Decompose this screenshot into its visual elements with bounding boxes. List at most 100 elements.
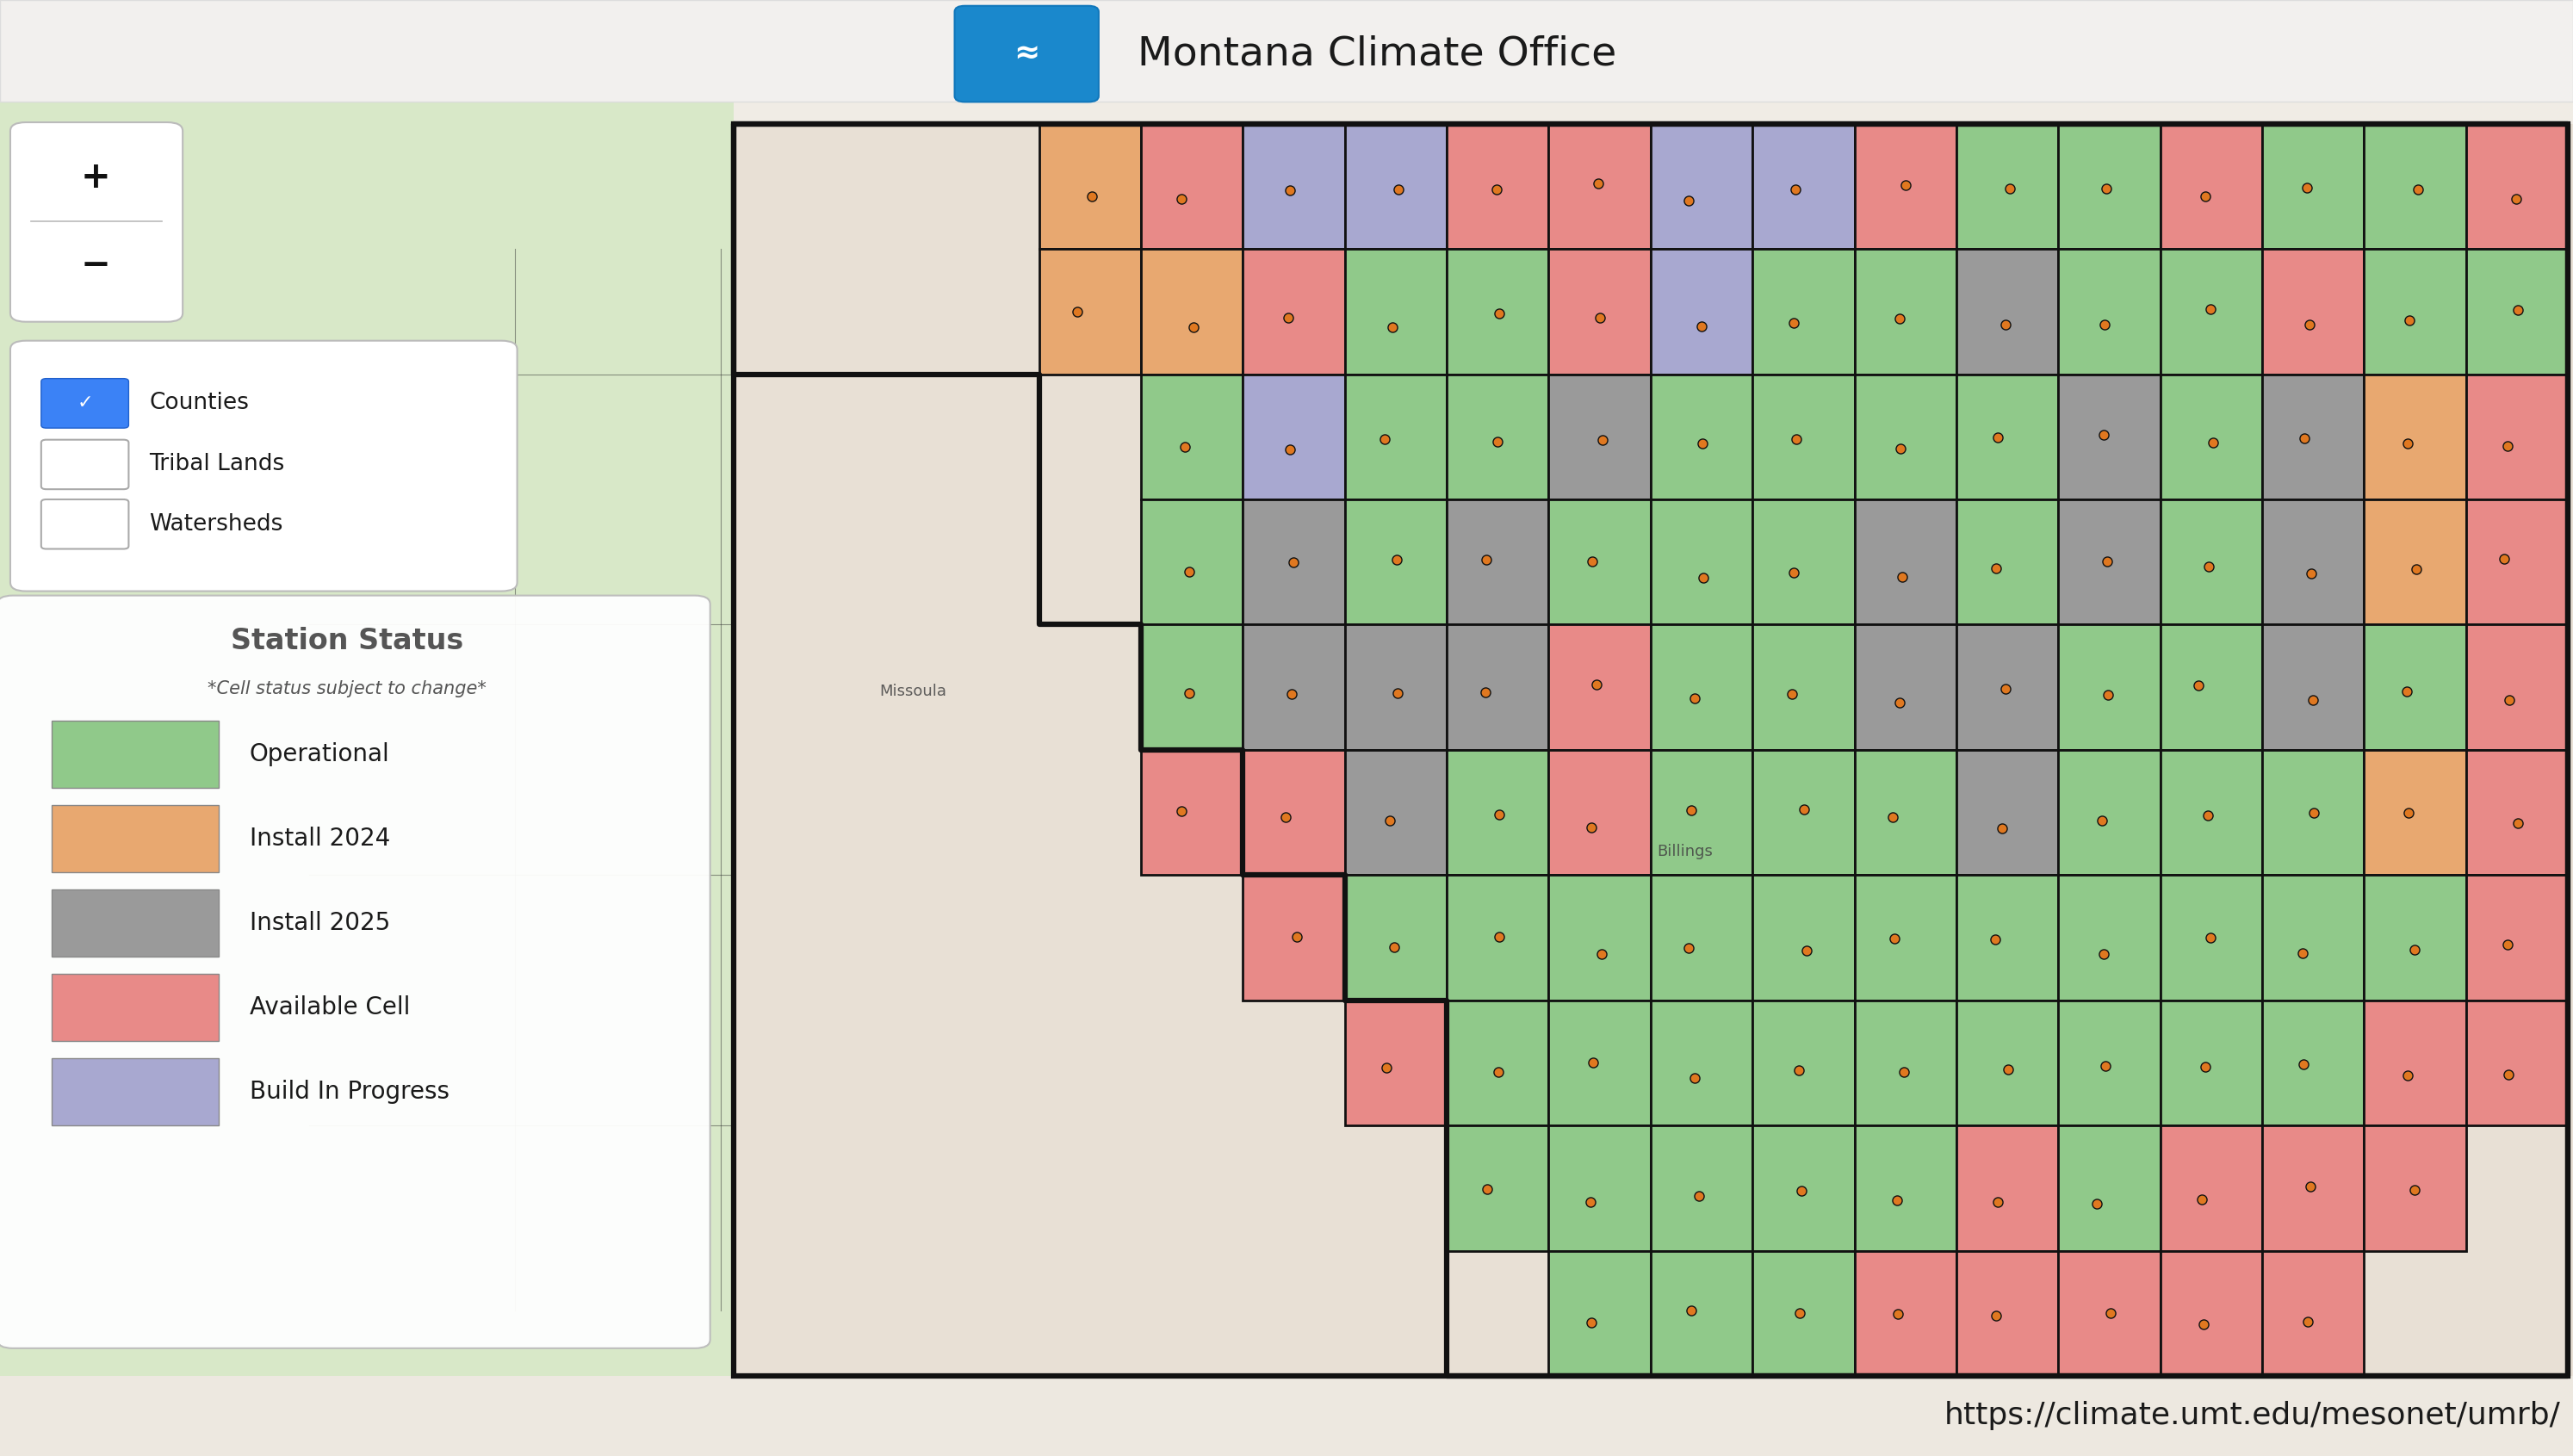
Bar bbox=[1549, 1251, 1652, 1376]
Bar bbox=[1446, 499, 1549, 625]
Bar bbox=[2465, 875, 2568, 1000]
Bar bbox=[2058, 249, 2161, 374]
Bar bbox=[2161, 374, 2262, 499]
Bar bbox=[2262, 124, 2365, 249]
Bar bbox=[1955, 1251, 2058, 1376]
FancyBboxPatch shape bbox=[10, 341, 517, 591]
Bar bbox=[1955, 249, 2058, 374]
Bar bbox=[1652, 374, 1752, 499]
FancyBboxPatch shape bbox=[41, 440, 129, 489]
Bar bbox=[2058, 1251, 2161, 1376]
Bar bbox=[1446, 750, 1549, 875]
Bar bbox=[1855, 875, 1955, 1000]
Bar bbox=[2161, 249, 2262, 374]
Bar bbox=[2161, 1125, 2262, 1251]
Bar bbox=[1955, 1000, 2058, 1125]
Bar bbox=[1243, 750, 1346, 875]
Bar bbox=[1752, 124, 1855, 249]
Bar bbox=[1955, 374, 2058, 499]
Bar bbox=[2161, 1000, 2262, 1125]
Bar bbox=[2365, 1000, 2465, 1125]
Bar bbox=[2465, 249, 2568, 374]
Bar bbox=[1446, 249, 1549, 374]
Bar bbox=[1752, 1251, 1855, 1376]
Bar bbox=[2058, 1125, 2161, 1251]
Bar bbox=[1243, 499, 1346, 625]
Bar bbox=[2365, 249, 2465, 374]
Bar bbox=[1549, 1000, 1652, 1125]
Bar bbox=[1446, 1000, 1549, 1125]
Bar bbox=[1140, 625, 1243, 750]
Bar bbox=[1955, 750, 2058, 875]
Bar bbox=[2161, 875, 2262, 1000]
Bar bbox=[2262, 1000, 2365, 1125]
Bar bbox=[1346, 1000, 1446, 1125]
Bar bbox=[2465, 625, 2568, 750]
Bar bbox=[1346, 499, 1446, 625]
Bar bbox=[1346, 625, 1446, 750]
Bar bbox=[1955, 499, 2058, 625]
Bar bbox=[2262, 1125, 2365, 1251]
Bar bbox=[1752, 625, 1855, 750]
Polygon shape bbox=[733, 0, 2573, 124]
Bar bbox=[1140, 750, 1243, 875]
Bar bbox=[1855, 750, 1955, 875]
Bar bbox=[1855, 1251, 1955, 1376]
Bar bbox=[2262, 750, 2365, 875]
Bar bbox=[1855, 625, 1955, 750]
Bar bbox=[2465, 374, 2568, 499]
Bar bbox=[1446, 374, 1549, 499]
Text: Available Cell: Available Cell bbox=[250, 996, 409, 1019]
Bar bbox=[2365, 499, 2465, 625]
Bar bbox=[1039, 124, 1140, 249]
Bar bbox=[733, 124, 2568, 1376]
Bar bbox=[1855, 124, 1955, 249]
Bar bbox=[1039, 249, 1140, 374]
Text: Operational: Operational bbox=[250, 743, 389, 766]
Bar bbox=[2058, 499, 2161, 625]
Bar bbox=[51, 1059, 219, 1125]
Text: +: + bbox=[80, 160, 111, 195]
Bar bbox=[2058, 875, 2161, 1000]
Bar bbox=[0, 0, 2573, 102]
Bar bbox=[1346, 750, 1446, 875]
Bar bbox=[1752, 1125, 1855, 1251]
Bar bbox=[2365, 625, 2465, 750]
Bar bbox=[1855, 374, 1955, 499]
Bar bbox=[1652, 625, 1752, 750]
Bar bbox=[2262, 249, 2365, 374]
Bar bbox=[1346, 374, 1446, 499]
Text: ✓: ✓ bbox=[77, 395, 93, 412]
Polygon shape bbox=[0, 0, 733, 1456]
Text: Tribal Lands: Tribal Lands bbox=[149, 453, 286, 476]
Bar bbox=[1855, 249, 1955, 374]
Bar bbox=[2058, 124, 2161, 249]
Bar bbox=[2161, 625, 2262, 750]
Bar bbox=[1243, 124, 1346, 249]
Bar bbox=[2262, 499, 2365, 625]
Bar bbox=[1752, 374, 1855, 499]
Bar bbox=[1243, 625, 1346, 750]
Bar bbox=[1243, 875, 1346, 1000]
Bar bbox=[1652, 249, 1752, 374]
Bar bbox=[1752, 750, 1855, 875]
Bar bbox=[1652, 875, 1752, 1000]
FancyBboxPatch shape bbox=[10, 122, 183, 322]
Text: Build In Progress: Build In Progress bbox=[250, 1080, 450, 1104]
Bar bbox=[1955, 1125, 2058, 1251]
Bar bbox=[1140, 374, 1243, 499]
Bar bbox=[2262, 374, 2365, 499]
Bar bbox=[51, 805, 219, 872]
Bar bbox=[1549, 249, 1652, 374]
Bar bbox=[1652, 499, 1752, 625]
Text: Station Status: Station Status bbox=[232, 626, 463, 655]
Text: Install 2024: Install 2024 bbox=[250, 827, 391, 850]
Bar bbox=[2161, 1251, 2262, 1376]
Bar bbox=[1549, 124, 1652, 249]
Bar bbox=[2365, 1125, 2465, 1251]
Bar bbox=[51, 721, 219, 788]
FancyBboxPatch shape bbox=[41, 499, 129, 549]
Bar bbox=[2262, 1251, 2365, 1376]
Bar bbox=[1652, 124, 1752, 249]
Bar bbox=[1955, 124, 2058, 249]
